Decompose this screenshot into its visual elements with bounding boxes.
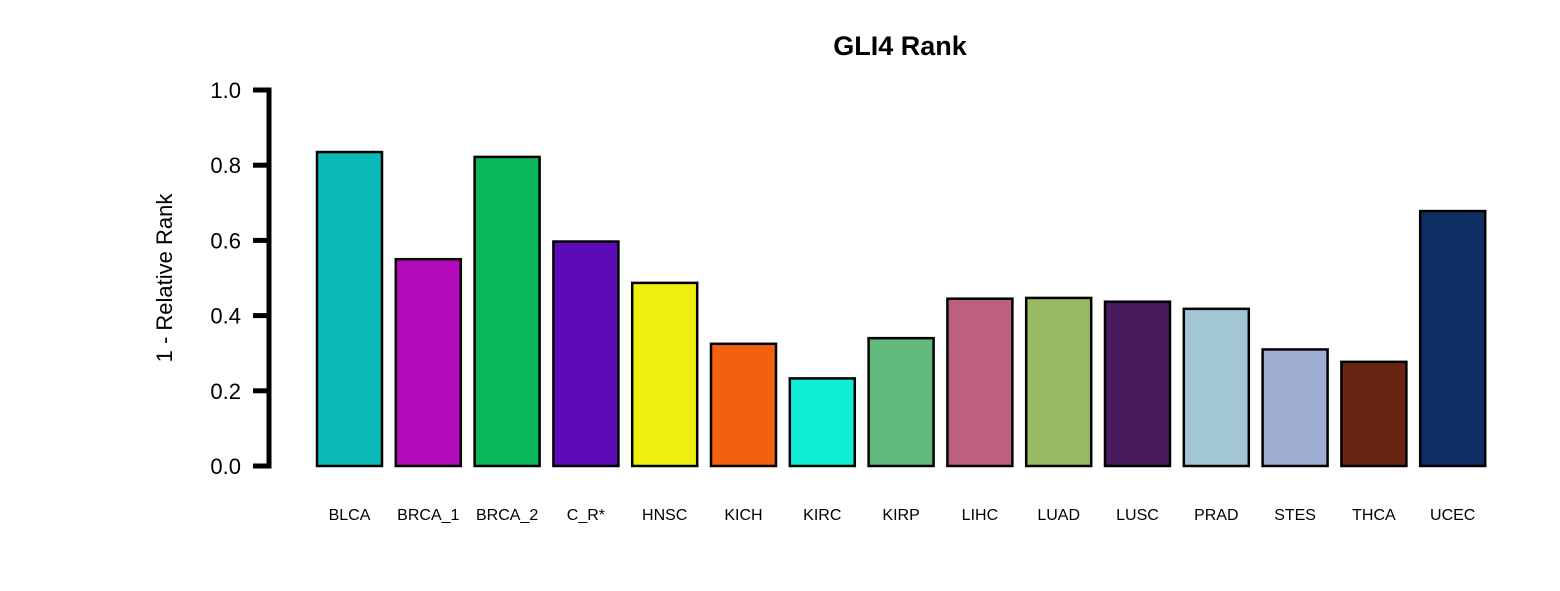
y-axis: 0.0 0.2 0.4 0.6 0.8 1.0 <box>210 78 272 479</box>
bar-stes <box>1261 348 1329 468</box>
bar-luad <box>1024 296 1093 468</box>
x-tick-label: BRCA_1 <box>397 507 459 524</box>
x-tick-label: LUAD <box>1037 507 1080 524</box>
bar-brca-2 <box>473 155 541 468</box>
y-axis-title: 1 - Relative Rank <box>152 193 177 363</box>
bar-hnsc <box>630 281 699 468</box>
bars-group <box>315 150 1487 468</box>
bar-kirp <box>867 336 935 468</box>
bar-ucec <box>1418 209 1487 468</box>
bar-thca <box>1340 360 1408 468</box>
x-tick-label: C_R* <box>567 507 605 524</box>
y-tick-label: 1.0 <box>210 78 241 103</box>
x-tick-label: KIRP <box>882 507 919 524</box>
bar-lihc <box>946 297 1014 468</box>
x-tick-label: PRAD <box>1194 507 1238 524</box>
x-tick-label: KIRC <box>803 507 841 524</box>
y-tick-label: 0.6 <box>210 228 241 253</box>
x-tick-label: LUSC <box>1116 507 1159 524</box>
x-tick-label: BRCA_2 <box>476 507 538 524</box>
bar-blca <box>315 150 384 468</box>
x-tick-label: THCA <box>1352 507 1396 524</box>
x-tick-label: KICH <box>724 507 762 524</box>
x-tick-label: HNSC <box>642 507 687 524</box>
bar-prad <box>1182 307 1251 468</box>
x-tick-label: UCEC <box>1430 507 1475 524</box>
x-tick-label: LIHC <box>962 507 998 524</box>
x-tick-label: BLCA <box>329 507 371 524</box>
bar-kirc <box>788 377 857 468</box>
bar-kich <box>709 342 778 468</box>
chart-title: GLI4 Rank <box>833 31 968 61</box>
bar-brca-1 <box>394 257 463 468</box>
bar-c-r- <box>552 240 620 468</box>
x-tick-labels: BLCA BRCA_1 BRCA_2 C_R* HNSC KICH KIRC KIRP LIHC… <box>329 507 1476 524</box>
bar-lusc <box>1103 300 1172 468</box>
y-tick-label: 0.2 <box>210 379 241 404</box>
y-tick-label: 0.8 <box>210 153 241 178</box>
y-tick-label: 0.4 <box>210 304 241 329</box>
x-tick-label: STES <box>1274 507 1316 524</box>
y-tick-label: 0.0 <box>210 454 241 479</box>
